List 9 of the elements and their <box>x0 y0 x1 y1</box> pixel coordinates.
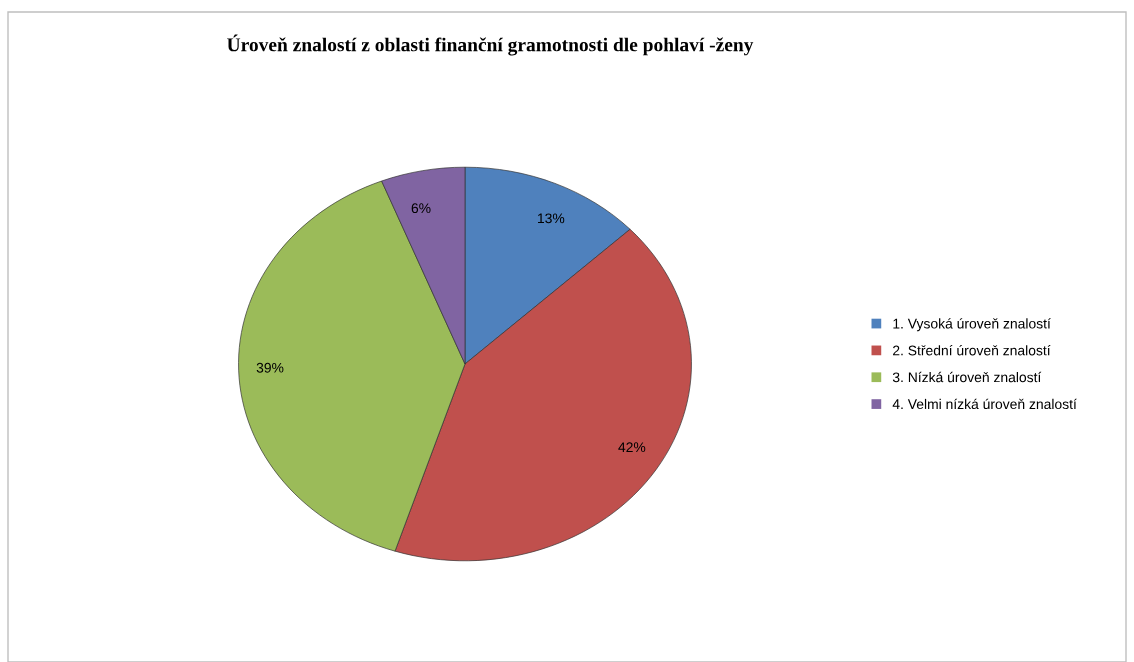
legend-label: 4. Velmi nízká úroveň znalostí <box>892 398 1077 410</box>
data-label: 42% <box>618 442 646 453</box>
data-label: 13% <box>538 213 565 224</box>
legend-label: 3. Nízká úroveň znalostí <box>892 371 1042 383</box>
data-label: 39% <box>256 362 284 373</box>
legend-label: 1. Vysoká úroveň znalostí <box>893 318 1051 332</box>
legend-label: 2. Střední úroveň znalostí <box>893 345 1051 356</box>
data-label: 6% <box>411 203 431 214</box>
chart-title: Úroveň znalostí z oblasti finanční gramotnosti dle pohlaví -ženy <box>227 34 754 56</box>
